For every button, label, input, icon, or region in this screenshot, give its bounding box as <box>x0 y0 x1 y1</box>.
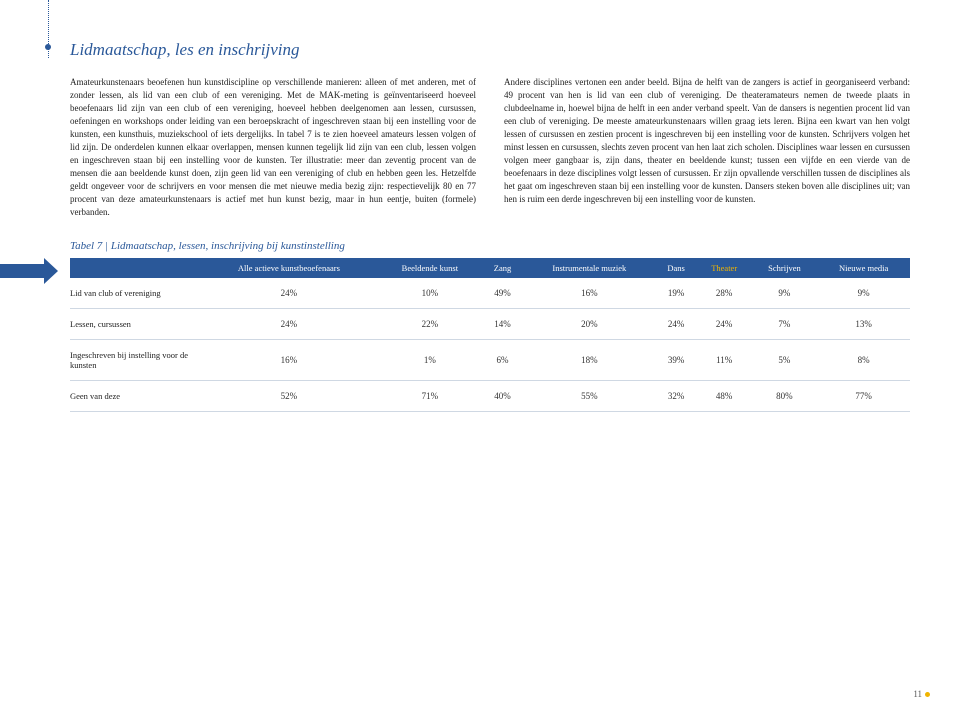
table-header-cell: Alle actieve kunstbeoefenaars <box>200 258 378 278</box>
table-cell: 55% <box>523 380 655 411</box>
table-header-cell: Zang <box>482 258 523 278</box>
table-cell: 18% <box>523 339 655 380</box>
table-row: Lessen, cursussen24%22%14%20%24%24%7%13% <box>70 308 910 339</box>
table-cell: 40% <box>482 380 523 411</box>
table-cell: 71% <box>378 380 482 411</box>
table-header-cell: Dans <box>656 258 697 278</box>
table-cell: 6% <box>482 339 523 380</box>
table-cell: 77% <box>817 380 910 411</box>
table-cell: 19% <box>656 278 697 309</box>
table-cell: 24% <box>200 278 378 309</box>
table-header-cell: Instrumentale muziek <box>523 258 655 278</box>
table-cell: 16% <box>200 339 378 380</box>
table-header-cell: Nieuwe media <box>817 258 910 278</box>
table-cell: 16% <box>523 278 655 309</box>
table-cell: 20% <box>523 308 655 339</box>
table-cell: 80% <box>752 380 818 411</box>
table-caption: Tabel 7 | Lidmaatschap, lessen, inschrij… <box>70 240 910 252</box>
table-cell: 5% <box>752 339 818 380</box>
table-header-cell: Schrijven <box>752 258 818 278</box>
table-cell: 13% <box>817 308 910 339</box>
table-cell: 24% <box>200 308 378 339</box>
table-row: Lid van club of vereniging24%10%49%16%19… <box>70 278 910 309</box>
table-header-cell: Beeldende kunst <box>378 258 482 278</box>
table-cell: 24% <box>697 308 752 339</box>
table-cell: 1% <box>378 339 482 380</box>
table-container: Alle actieve kunstbeoefenaarsBeeldende k… <box>70 258 910 412</box>
body-col-2: Andere disciplines vertonen een ander be… <box>504 76 910 220</box>
table-header-cell: Theater <box>697 258 752 278</box>
table-cell: 28% <box>697 278 752 309</box>
data-table: Alle actieve kunstbeoefenaarsBeeldende k… <box>70 258 910 412</box>
table-cell: 7% <box>752 308 818 339</box>
table-cell: 32% <box>656 380 697 411</box>
body-columns: Amateurkunstenaars beoefenen hun kunstdi… <box>70 76 910 220</box>
table-cell: 39% <box>656 339 697 380</box>
body-col-1: Amateurkunstenaars beoefenen hun kunstdi… <box>70 76 476 220</box>
table-cell: 11% <box>697 339 752 380</box>
table-cell: 49% <box>482 278 523 309</box>
table-cell: 22% <box>378 308 482 339</box>
table-cell: 8% <box>817 339 910 380</box>
table-cell: Lessen, cursussen <box>70 308 200 339</box>
header-bullet <box>45 44 51 50</box>
table-header-cell <box>70 258 200 278</box>
table-cell: Lid van club of vereniging <box>70 278 200 309</box>
page-number-dot-icon <box>925 692 930 697</box>
table-cell: 9% <box>752 278 818 309</box>
table-cell: Ingeschreven bij instelling voor de kuns… <box>70 339 200 380</box>
page-number: 11 <box>913 689 930 699</box>
table-cell: 10% <box>378 278 482 309</box>
table-cell: 52% <box>200 380 378 411</box>
table-cell: Geen van deze <box>70 380 200 411</box>
table-row: Ingeschreven bij instelling voor de kuns… <box>70 339 910 380</box>
table-row: Geen van deze52%71%40%55%32%48%80%77% <box>70 380 910 411</box>
table-cell: 48% <box>697 380 752 411</box>
table-cell: 14% <box>482 308 523 339</box>
table-cell: 9% <box>817 278 910 309</box>
section-heading: Lidmaatschap, les en inschrijving <box>70 40 910 60</box>
table-arrow-icon <box>0 258 58 284</box>
table-cell: 24% <box>656 308 697 339</box>
